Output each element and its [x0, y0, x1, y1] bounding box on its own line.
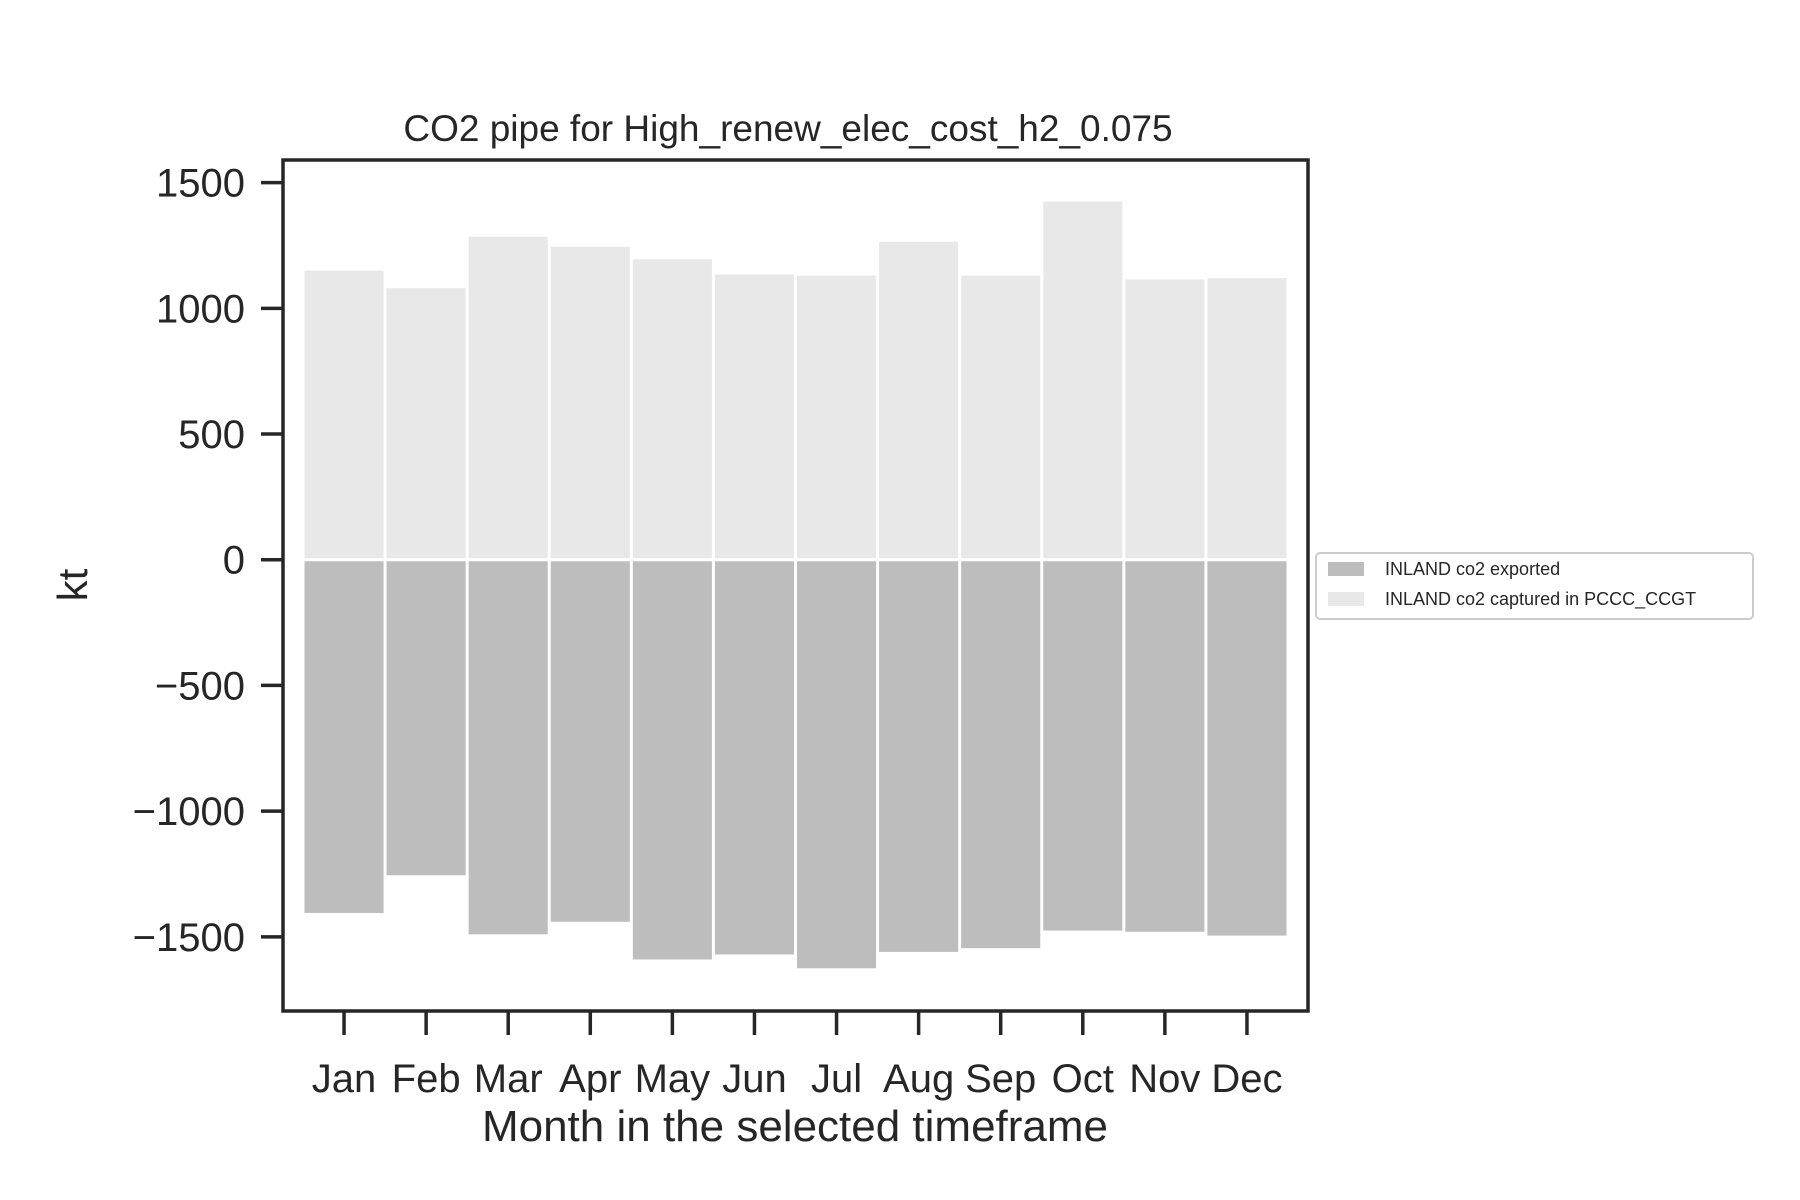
bar-captured-dec: [1207, 278, 1287, 560]
x-tick-label-apr: Apr: [559, 1057, 621, 1101]
plot-frame: [281, 158, 1310, 1013]
x-tick-label-jan: Jan: [312, 1057, 377, 1101]
x-tick-label-nov: Nov: [1129, 1057, 1200, 1101]
bar-exported-may: [632, 559, 712, 960]
bar-exported-oct: [1043, 559, 1123, 931]
x-tick-label-jun: Jun: [722, 1057, 787, 1101]
y-tick-label: 500: [178, 413, 245, 457]
bar-captured-feb: [386, 288, 466, 560]
y-tick-label: 1000: [156, 287, 245, 331]
bar-exported-sep: [961, 559, 1041, 949]
bar-exported-jun: [714, 559, 794, 955]
bar-captured-jul: [797, 275, 877, 560]
bar-exported-dec: [1207, 559, 1287, 936]
x-tick-label-feb: Feb: [392, 1057, 461, 1101]
bar-captured-aug: [879, 241, 959, 560]
legend: INLAND co2 exported INLAND co2 captured …: [1315, 552, 1754, 620]
y-tick-label: −1500: [133, 916, 245, 960]
bar-exported-jan: [304, 559, 384, 913]
legend-label-captured: INLAND co2 captured in PCCC_CCGT: [1385, 589, 1696, 610]
y-axis-label: kt: [49, 568, 96, 601]
legend-label-exported: INLAND co2 exported: [1385, 559, 1560, 579]
x-tick-label-aug: Aug: [883, 1057, 954, 1101]
bar-captured-mar: [468, 236, 548, 560]
y-tick-label: −1000: [133, 790, 245, 834]
x-axis-label: Month in the selected timeframe: [482, 1102, 1108, 1151]
bar-captured-nov: [1125, 279, 1205, 560]
y-axis: −1500 −1000 −500 0 500 1000 1500: [133, 162, 283, 960]
x-tick-label-mar: Mar: [474, 1057, 543, 1101]
y-tick-label: 1500: [156, 162, 245, 206]
bar-exported-mar: [468, 559, 548, 935]
x-tick-label-dec: Dec: [1211, 1057, 1282, 1101]
bar-exported-feb: [386, 559, 466, 876]
bar-exported-jul: [797, 559, 877, 969]
bar-captured-may: [632, 259, 712, 560]
bars-group: [304, 201, 1287, 969]
legend-swatch-exported: [1328, 562, 1364, 576]
bar-captured-sep: [961, 275, 1041, 560]
bar-captured-jun: [714, 274, 794, 560]
bar-exported-nov: [1125, 559, 1205, 932]
x-tick-label-may: May: [635, 1057, 711, 1101]
legend-frame: [1315, 552, 1754, 620]
bar-exported-apr: [550, 559, 630, 922]
x-tick-label-oct: Oct: [1052, 1057, 1114, 1101]
y-tick-label: 0: [223, 539, 245, 583]
x-tick-label-sep: Sep: [965, 1057, 1036, 1101]
bar-captured-oct: [1043, 201, 1123, 560]
bar-captured-jan: [304, 270, 384, 560]
legend-swatch-captured: [1328, 592, 1364, 606]
y-tick-label: −500: [155, 664, 245, 708]
chart-title: CO2 pipe for High_renew_elec_cost_h2_0.0…: [403, 108, 1172, 149]
bar-exported-aug: [879, 559, 959, 952]
x-tick-label-jul: Jul: [811, 1057, 862, 1101]
x-axis: Jan Feb Mar Apr May Jun Jul Aug Sep Oct Nov Dec: [312, 1011, 1283, 1101]
bar-captured-apr: [550, 246, 630, 560]
